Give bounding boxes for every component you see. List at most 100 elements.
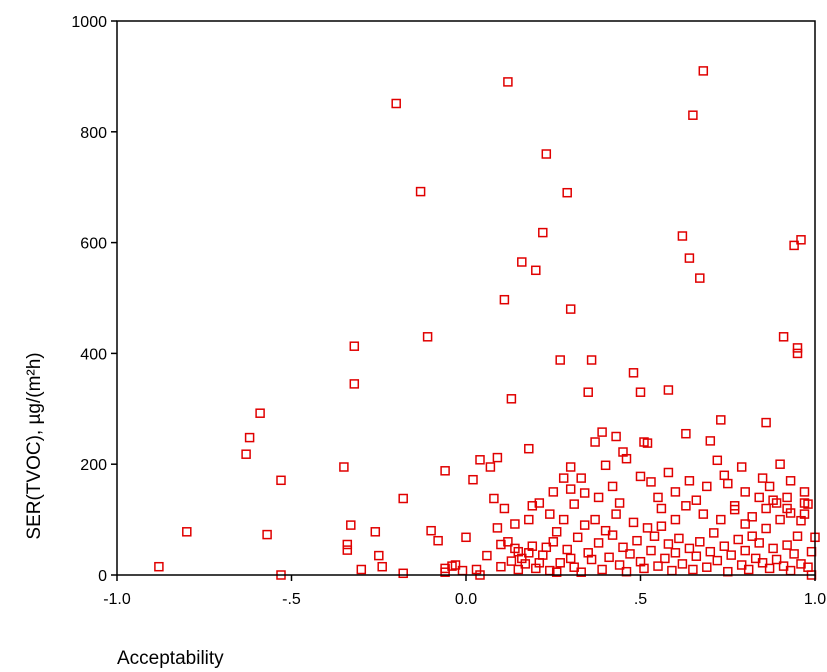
data-point: [736, 462, 747, 472]
data-point: [688, 564, 698, 575]
data-point: [182, 527, 192, 537]
data-point: [349, 379, 360, 389]
data-point: [757, 473, 768, 483]
data-points: [154, 66, 820, 580]
data-point: [771, 498, 782, 508]
data-point: [782, 540, 792, 550]
data-point: [377, 561, 387, 572]
data-point: [747, 531, 757, 541]
data-point: [792, 531, 803, 541]
data-point: [789, 549, 799, 559]
data-point: [510, 519, 520, 529]
data-point: [660, 553, 670, 564]
data-point: [670, 487, 681, 497]
data-point: [691, 551, 702, 561]
data-point: [761, 503, 771, 514]
data-point: [628, 368, 639, 378]
data-point: [639, 563, 649, 574]
data-point: [154, 561, 164, 572]
data-point: [499, 294, 510, 305]
data-point: [562, 544, 572, 555]
data-point: [496, 539, 506, 550]
data-point: [586, 554, 597, 565]
data-point: [740, 519, 750, 529]
data-point: [506, 556, 517, 566]
data-point: [440, 567, 450, 577]
data-point: [506, 394, 517, 404]
data-point: [590, 437, 600, 447]
data-point: [684, 253, 695, 263]
data-point: [698, 509, 709, 519]
data-point: [642, 438, 653, 448]
x-tick-label: -.5: [282, 591, 301, 608]
data-point: [551, 567, 562, 577]
data-point: [558, 514, 569, 525]
data-point: [461, 532, 471, 543]
data-point: [709, 528, 719, 538]
data-point: [562, 187, 572, 198]
data-point: [524, 514, 534, 525]
data-point: [754, 538, 764, 548]
data-point: [740, 487, 750, 497]
data-point: [670, 514, 681, 525]
data-point: [503, 77, 513, 87]
data-point: [663, 385, 674, 395]
data-point: [541, 149, 552, 159]
data-point: [524, 548, 534, 558]
data-point: [618, 542, 628, 553]
data-point: [398, 568, 408, 579]
data-point: [579, 488, 590, 498]
data-point: [597, 427, 607, 437]
data-point: [374, 550, 384, 561]
data-point: [677, 559, 688, 569]
x-tick-label: .5: [634, 591, 647, 608]
data-point: [510, 543, 520, 554]
data-point: [565, 484, 576, 494]
data-point: [356, 564, 367, 575]
data-point: [569, 499, 579, 509]
data-point: [796, 235, 806, 245]
data-point: [496, 561, 506, 572]
data-point: [782, 492, 792, 503]
data-point: [415, 186, 426, 197]
data-point: [635, 471, 646, 482]
data-point: [538, 227, 548, 238]
x-tick-label: -1.0: [103, 591, 131, 608]
data-point: [695, 537, 705, 547]
data-point: [796, 515, 806, 526]
data-point: [600, 525, 611, 536]
data-point: [503, 537, 513, 547]
data-point: [761, 523, 771, 534]
data-point: [576, 567, 586, 577]
data-point: [691, 495, 702, 505]
data-point: [688, 110, 698, 120]
data-point: [764, 563, 775, 574]
data-point: [712, 455, 723, 466]
data-point: [625, 549, 635, 559]
data-point: [607, 481, 618, 492]
y-tick-label: 400: [80, 346, 107, 363]
data-point: [764, 481, 775, 492]
data-point: [726, 550, 736, 560]
data-point: [576, 473, 586, 483]
data-point: [558, 473, 569, 483]
y-tick-label: 200: [80, 457, 107, 474]
data-point: [684, 543, 695, 554]
data-point: [757, 558, 768, 568]
data-point: [565, 462, 576, 472]
y-tick-label: 800: [80, 125, 107, 142]
data-point: [450, 560, 461, 570]
data-point: [534, 558, 545, 568]
data-point: [244, 432, 255, 443]
data-point: [569, 562, 579, 572]
data-point: [422, 332, 433, 342]
data-point: [513, 564, 524, 575]
data-point: [572, 532, 583, 543]
data-point: [475, 455, 485, 465]
data-point: [632, 535, 642, 546]
data-point: [803, 562, 813, 572]
data-point: [342, 545, 353, 555]
data-point: [370, 527, 381, 537]
data-point: [342, 539, 353, 550]
